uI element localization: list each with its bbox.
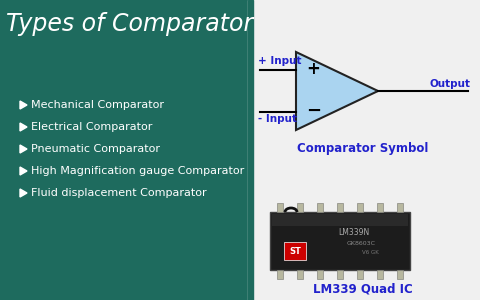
Bar xyxy=(317,270,323,279)
Bar xyxy=(277,270,283,279)
Bar xyxy=(297,203,303,212)
Text: Pneumatic Comparator: Pneumatic Comparator xyxy=(31,144,160,154)
Text: GK8603C: GK8603C xyxy=(347,242,375,246)
Text: −: − xyxy=(306,102,321,120)
Text: LM339N: LM339N xyxy=(338,228,370,237)
Bar xyxy=(377,203,383,212)
Bar xyxy=(317,203,323,212)
Text: LM339 Quad IC: LM339 Quad IC xyxy=(313,282,413,295)
Polygon shape xyxy=(20,167,27,175)
Text: Electrical Comparator: Electrical Comparator xyxy=(31,122,152,132)
Text: ST: ST xyxy=(289,247,301,256)
Bar xyxy=(357,270,363,279)
Polygon shape xyxy=(20,123,27,131)
Bar xyxy=(337,270,343,279)
Bar xyxy=(377,270,383,279)
Text: V6 GK: V6 GK xyxy=(362,250,379,255)
Polygon shape xyxy=(296,52,378,130)
Polygon shape xyxy=(20,189,27,197)
Bar xyxy=(297,270,303,279)
Bar xyxy=(248,0,480,300)
Bar xyxy=(0,0,248,300)
Bar xyxy=(397,270,403,279)
Bar xyxy=(357,203,363,212)
Bar xyxy=(248,0,253,300)
Text: - Input: - Input xyxy=(258,114,297,124)
Bar xyxy=(284,242,306,260)
Text: Types of Comparator: Types of Comparator xyxy=(6,12,253,36)
Bar xyxy=(272,214,408,226)
Text: Comparator Symbol: Comparator Symbol xyxy=(297,142,429,155)
Text: Mechanical Comparator: Mechanical Comparator xyxy=(31,100,164,110)
Text: + Input: + Input xyxy=(258,56,301,66)
Bar xyxy=(397,203,403,212)
Text: High Magnification gauge Comparator: High Magnification gauge Comparator xyxy=(31,166,244,176)
Bar xyxy=(337,203,343,212)
Bar xyxy=(277,203,283,212)
Bar xyxy=(270,212,410,270)
Polygon shape xyxy=(20,145,27,153)
Text: +: + xyxy=(306,60,320,78)
Text: Output: Output xyxy=(429,79,470,89)
Text: Fluid displacement Comparator: Fluid displacement Comparator xyxy=(31,188,206,198)
Polygon shape xyxy=(20,101,27,109)
